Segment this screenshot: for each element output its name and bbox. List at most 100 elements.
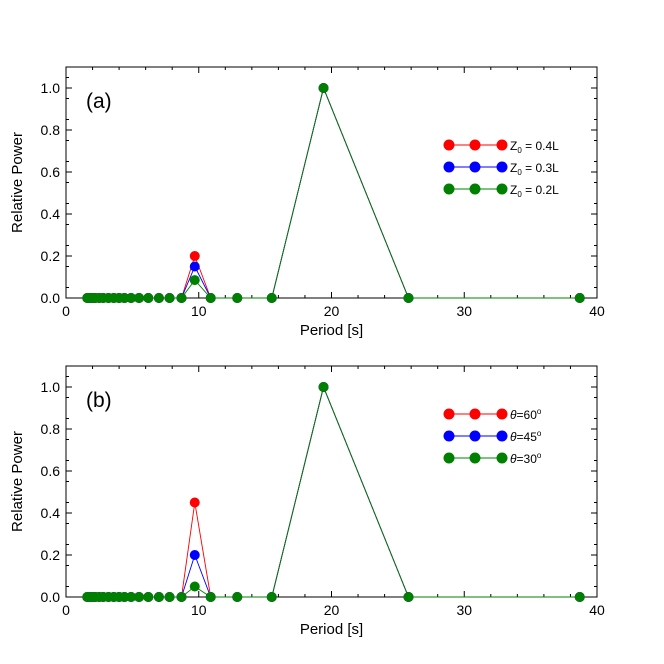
y-tick-label: 1.0	[41, 80, 61, 96]
plot-frame	[65, 66, 598, 299]
legend-subscript: 0	[517, 190, 522, 199]
data-point	[134, 293, 145, 303]
data-point	[164, 592, 175, 602]
legend-value: =30	[517, 452, 538, 466]
series-line-3	[87, 86, 580, 299]
legend-value: = 0.4L	[522, 139, 559, 153]
x-tick-label: 30	[456, 602, 472, 618]
x-tick-label: 20	[324, 602, 340, 618]
chart-panel-b: 0 10 20 30 40 0.0 0.2 0.4 0.6 0.8 1.0 Period [s] Rel…	[9, 365, 605, 638]
data-point	[189, 251, 200, 261]
data-point	[143, 293, 154, 303]
y-tick-label: 0.6	[41, 463, 61, 479]
x-tick-label: 0	[62, 303, 70, 319]
y-tick-label: 0.4	[41, 206, 61, 222]
data-point	[574, 293, 585, 303]
panel-label: (b)	[86, 389, 112, 412]
series-line-2	[87, 86, 580, 299]
data-point	[318, 382, 329, 392]
data-point	[189, 550, 200, 560]
legend-marker	[469, 408, 481, 420]
data-point	[126, 592, 137, 602]
legend-marker	[496, 430, 508, 442]
y-axis-label: Relative Power	[9, 132, 26, 233]
legend-marker	[443, 183, 455, 195]
x-tick-label: 20	[324, 303, 340, 319]
data-point	[403, 592, 414, 602]
series-line-3	[87, 385, 580, 598]
series-line-2	[87, 385, 580, 598]
data-point	[126, 293, 137, 303]
legend-marker	[469, 430, 481, 442]
legend-marker	[469, 139, 481, 151]
legend-subscript: 0	[517, 168, 522, 177]
data-point	[403, 293, 414, 303]
legend-symbol: θ	[510, 430, 517, 444]
y-axis-label: Relative Power	[9, 431, 26, 532]
legend-marker	[469, 161, 481, 173]
data-point	[318, 83, 329, 93]
legend-marker	[496, 452, 508, 464]
x-axis-label: Period [s]	[300, 322, 363, 339]
data-point	[189, 261, 200, 272]
legend-entry-1: θ=60o	[510, 407, 542, 422]
legend-marker	[469, 183, 481, 195]
legend-symbol: θ	[510, 408, 517, 422]
legend-marker	[496, 139, 508, 151]
y-tick-label: 0.0	[41, 290, 61, 306]
x-tick-label: 10	[191, 602, 207, 618]
legend-superscript: o	[537, 451, 542, 460]
legend-marker	[496, 161, 508, 173]
legend-value: =45	[517, 430, 538, 444]
data-point	[232, 293, 243, 303]
data-point	[266, 592, 277, 602]
legend-marker	[469, 452, 481, 464]
y-tick-label: 0.0	[41, 589, 61, 605]
legend-marker	[443, 161, 455, 173]
data-point	[134, 592, 145, 602]
legend-marker	[443, 452, 455, 464]
series-line-1	[87, 385, 580, 598]
legend-value: = 0.3L	[522, 161, 559, 175]
legend-value: =60	[517, 408, 538, 422]
data-point	[176, 293, 187, 303]
legend-symbol: Z	[510, 183, 517, 197]
y-tick-label: 0.2	[41, 547, 61, 563]
y-tick-label: 0.8	[41, 122, 61, 138]
legend-entry-3: Z0 = 0.2L	[510, 183, 559, 199]
data-point	[164, 293, 175, 303]
data-point	[205, 592, 216, 602]
legend-entry-3: θ=30o	[510, 451, 542, 466]
data-point	[232, 592, 243, 602]
legend-marker	[443, 430, 455, 442]
data-point	[143, 592, 154, 602]
data-point	[153, 592, 164, 602]
panel-label: (a)	[86, 90, 112, 113]
series-line-1	[87, 86, 580, 299]
legend-symbol: θ	[510, 452, 517, 466]
chart-panel-a: 0 10 20 30 40 0.0 0.2 0.4 0.6 0.8 1.0 Period [s] Rel…	[9, 66, 605, 339]
y-tick-label: 0.6	[41, 164, 61, 180]
x-tick-label: 40	[589, 303, 605, 319]
x-axis-label: Period [s]	[300, 621, 363, 638]
legend-entry-2: θ=45o	[510, 429, 542, 444]
y-tick-label: 0.8	[41, 421, 61, 437]
legend-subscript: 0	[517, 146, 522, 155]
data-point	[574, 592, 585, 602]
y-tick-label: 0.2	[41, 248, 61, 264]
legend-marker	[496, 183, 508, 195]
legend-symbol: Z	[510, 139, 517, 153]
legend-superscript: o	[537, 429, 542, 438]
data-point	[205, 293, 216, 303]
y-tick-label: 1.0	[41, 379, 61, 395]
x-tick-label: 0	[62, 602, 70, 618]
x-tick-label: 30	[456, 303, 472, 319]
legend-marker	[496, 408, 508, 420]
legend-marker	[443, 408, 455, 420]
legend-superscript: o	[537, 407, 542, 416]
x-tick-label: 40	[589, 602, 605, 618]
data-point	[266, 293, 277, 303]
x-tick-label: 10	[191, 303, 207, 319]
plot-frame	[65, 365, 598, 598]
